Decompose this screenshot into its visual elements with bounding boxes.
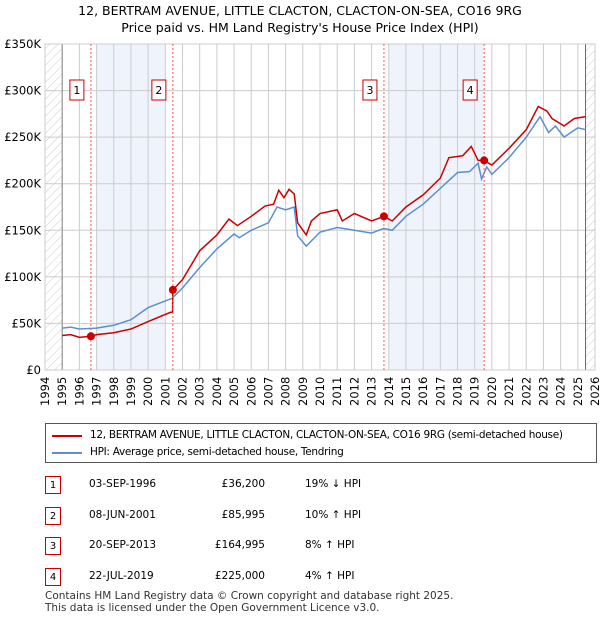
sale-label-box bbox=[362, 79, 378, 101]
legend-label-price: 12, BERTRAM AVENUE, LITTLE CLACTON, CLAC… bbox=[90, 429, 563, 441]
transaction-number: 1 bbox=[45, 476, 61, 494]
sale-label-box bbox=[462, 79, 478, 101]
legend-label-hpi: HPI: Average price, semi-detached house,… bbox=[90, 446, 344, 458]
x-tick-label: 1995 bbox=[55, 377, 69, 406]
legend-swatch-price bbox=[52, 434, 82, 437]
x-tick-label: 2021 bbox=[502, 377, 516, 406]
footer: Contains HM Land Registry data © Crown c… bbox=[45, 590, 453, 614]
y-tick-label: £150K bbox=[4, 223, 41, 237]
x-tick-label: 1996 bbox=[72, 377, 86, 406]
sale-label: 2 bbox=[155, 84, 162, 97]
hatched-region bbox=[585, 44, 595, 370]
x-tick-label: 2008 bbox=[279, 377, 293, 406]
transaction-number: 3 bbox=[45, 537, 61, 555]
x-tick-label: 2024 bbox=[554, 377, 568, 406]
x-tick-label: 2026 bbox=[588, 377, 600, 406]
x-tick-label: 2009 bbox=[296, 377, 310, 406]
x-tick-label: 2014 bbox=[382, 377, 396, 406]
x-tick-label: 2016 bbox=[416, 377, 430, 406]
transaction-hpi-diff: 19% ↓ HPI bbox=[305, 478, 362, 490]
legend-item-price: 12, BERTRAM AVENUE, LITTLE CLACTON, CLAC… bbox=[52, 429, 563, 442]
x-tick-label: 1999 bbox=[124, 377, 138, 406]
chart-title: 12, BERTRAM AVENUE, LITTLE CLACTON, CLAC… bbox=[0, 2, 600, 36]
legend: 12, BERTRAM AVENUE, LITTLE CLACTON, CLAC… bbox=[45, 423, 597, 463]
transaction-price: £225,000 bbox=[214, 569, 265, 582]
sale-point bbox=[86, 332, 95, 341]
hpi-line bbox=[62, 115, 586, 330]
x-tick-label: 2006 bbox=[244, 377, 258, 406]
sale-point bbox=[379, 212, 388, 221]
sale-point bbox=[168, 285, 177, 294]
transaction-hpi-diff: 8% ↑ HPI bbox=[305, 539, 355, 551]
x-tick-label: 1998 bbox=[107, 377, 121, 406]
plot-frame bbox=[44, 43, 596, 371]
x-tick-label: 2011 bbox=[330, 377, 344, 406]
x-tick-label: 1997 bbox=[90, 377, 104, 406]
x-tick-label: 2020 bbox=[485, 377, 499, 406]
x-tick-label: 2017 bbox=[433, 377, 447, 406]
transaction-price: £36,200 bbox=[221, 478, 265, 490]
x-tick-label: 2013 bbox=[365, 377, 379, 406]
transaction-row: 2 08-JUN-2001 £85,995 10% ↑ HPI bbox=[45, 506, 445, 527]
sale-label: 4 bbox=[467, 84, 474, 97]
transaction-hpi-diff: 4% ↑ HPI bbox=[305, 569, 355, 582]
transaction-number: 2 bbox=[45, 506, 61, 525]
legend-swatch-hpi bbox=[52, 451, 82, 454]
transaction-date: 08-JUN-2001 bbox=[89, 508, 156, 521]
transaction-row: 3 20-SEP-2013 £164,995 8% ↑ HPI bbox=[45, 537, 445, 557]
footer-copyright: Contains HM Land Registry data © Crown c… bbox=[45, 590, 454, 602]
title-line-1: 12, BERTRAM AVENUE, LITTLE CLACTON, CLAC… bbox=[78, 3, 522, 18]
transaction-row: 4 22-JUL-2019 £225,000 4% ↑ HPI bbox=[45, 567, 445, 588]
transaction-price: £164,995 bbox=[214, 539, 265, 551]
transaction-date: 20-SEP-2013 bbox=[89, 539, 157, 551]
sale-label-box bbox=[151, 79, 167, 101]
x-tick-label: 2018 bbox=[451, 377, 465, 406]
y-tick-label: £300K bbox=[4, 84, 41, 98]
y-tick-label: £250K bbox=[4, 130, 41, 144]
transaction-date: 03-SEP-1996 bbox=[89, 478, 157, 490]
y-tick-label: £350K bbox=[4, 37, 41, 51]
price-line bbox=[62, 105, 586, 339]
x-tick-label: 2007 bbox=[261, 377, 275, 406]
y-tick-label: £0 bbox=[26, 363, 41, 377]
x-tick-label: 2025 bbox=[571, 377, 585, 406]
sale-label: 1 bbox=[73, 84, 80, 97]
y-tick-label: £200K bbox=[4, 177, 41, 191]
sale-label-box bbox=[69, 79, 85, 101]
x-tick-label: 2003 bbox=[193, 377, 207, 406]
x-tick-label: 2010 bbox=[313, 377, 327, 406]
x-tick-label: 2004 bbox=[210, 377, 224, 406]
x-tick-label: 1994 bbox=[38, 377, 52, 406]
x-tick-label: 2005 bbox=[227, 377, 241, 406]
footer-licence: This data is licensed under the Open Gov… bbox=[45, 602, 380, 614]
hatched-region bbox=[45, 44, 63, 370]
x-tick-label: 2019 bbox=[468, 377, 482, 406]
x-tick-label: 2015 bbox=[399, 377, 413, 406]
sale-label: 3 bbox=[366, 84, 373, 97]
y-tick-label: £100K bbox=[4, 270, 41, 284]
price-chart: 1 2 3 4 1994 1995 1996 1997 1998 1999 2000 2001 2002… bbox=[4, 37, 600, 406]
transaction-date: 22-JUL-2019 bbox=[89, 569, 154, 582]
sale-point bbox=[480, 156, 489, 165]
x-tick-label: 2001 bbox=[158, 377, 172, 406]
y-tick-label: £50K bbox=[12, 316, 42, 330]
x-tick-label: 2023 bbox=[536, 377, 550, 406]
transaction-row: 1 03-SEP-1996 £36,200 19% ↓ HPI bbox=[45, 476, 445, 496]
x-tick-label: 2012 bbox=[347, 377, 361, 406]
transaction-price: £85,995 bbox=[221, 508, 265, 521]
transaction-number: 4 bbox=[45, 567, 61, 586]
transaction-hpi-diff: 10% ↑ HPI bbox=[305, 508, 362, 521]
title-line-2: Price paid vs. HM Land Registry's House … bbox=[121, 20, 479, 35]
x-tick-label: 2000 bbox=[141, 377, 155, 406]
x-tick-label: 2002 bbox=[176, 377, 190, 406]
legend-item-hpi: HPI: Average price, semi-detached house,… bbox=[52, 446, 344, 459]
x-tick-label: 2022 bbox=[519, 377, 533, 406]
